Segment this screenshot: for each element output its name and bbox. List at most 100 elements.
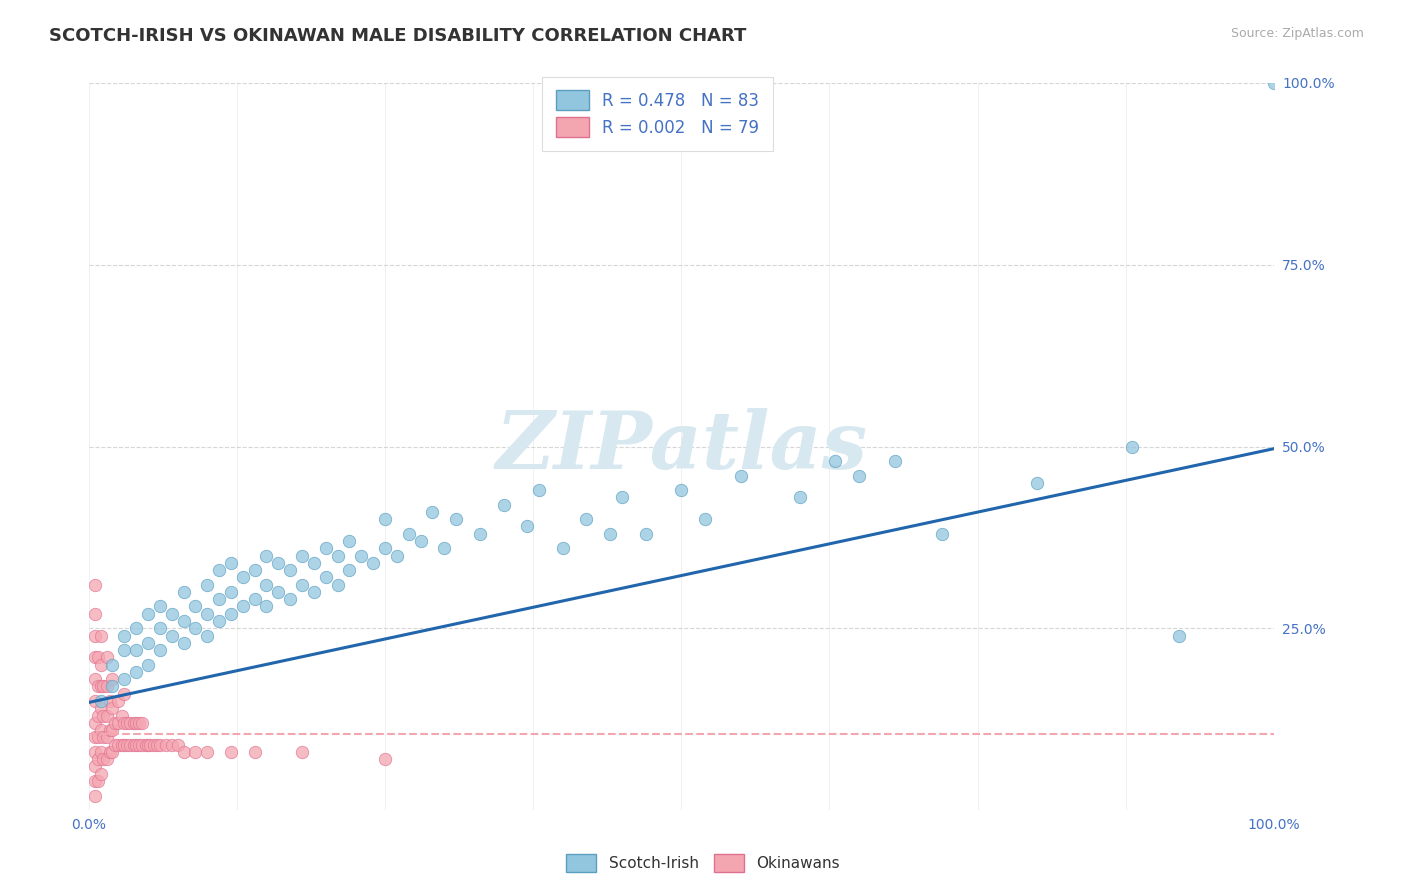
Point	[111, 738, 134, 752]
Point	[149, 643, 172, 657]
Point	[671, 483, 693, 497]
Point	[96, 752, 118, 766]
Point	[122, 715, 145, 730]
Point	[90, 701, 112, 715]
Point	[128, 715, 150, 730]
Point	[160, 738, 183, 752]
Point	[112, 629, 135, 643]
Point	[1025, 475, 1047, 490]
Point	[195, 607, 218, 621]
Point	[291, 549, 314, 563]
Point	[409, 534, 432, 549]
Point	[91, 752, 114, 766]
Point	[385, 549, 408, 563]
Point	[374, 752, 396, 766]
Point	[136, 607, 159, 621]
Point	[122, 738, 145, 752]
Text: ZIPatlas: ZIPatlas	[495, 408, 868, 485]
Point	[125, 738, 148, 752]
Point	[184, 599, 207, 614]
Point	[374, 541, 396, 556]
Point	[107, 715, 129, 730]
Point	[350, 549, 373, 563]
Point	[149, 599, 172, 614]
Point	[173, 585, 195, 599]
Point	[142, 738, 165, 752]
Point	[219, 607, 242, 621]
Point	[125, 643, 148, 657]
Point	[326, 577, 349, 591]
Point	[120, 715, 142, 730]
Point	[267, 585, 290, 599]
Point	[208, 563, 231, 577]
Point	[125, 621, 148, 635]
Point	[339, 534, 361, 549]
Point	[131, 715, 153, 730]
Point	[98, 745, 121, 759]
Point	[104, 738, 127, 752]
Point	[789, 491, 811, 505]
Point	[256, 549, 278, 563]
Point	[111, 708, 134, 723]
Point	[90, 766, 112, 780]
Point	[90, 745, 112, 759]
Point	[98, 723, 121, 737]
Point	[219, 585, 242, 599]
Point	[83, 745, 105, 759]
Point	[1168, 629, 1191, 643]
Point	[83, 789, 105, 803]
Point	[87, 752, 110, 766]
Point	[125, 715, 148, 730]
Point	[173, 636, 195, 650]
Point	[135, 738, 157, 752]
Point	[1263, 76, 1285, 90]
Point	[195, 745, 218, 759]
Point	[374, 512, 396, 526]
Point	[243, 592, 266, 607]
Point	[98, 694, 121, 708]
Point	[302, 556, 325, 570]
Point	[96, 731, 118, 745]
Point	[90, 680, 112, 694]
Point	[184, 621, 207, 635]
Point	[302, 585, 325, 599]
Point	[278, 592, 301, 607]
Point	[87, 731, 110, 745]
Point	[160, 607, 183, 621]
Point	[468, 526, 491, 541]
Point	[516, 519, 538, 533]
Point	[107, 694, 129, 708]
Point	[136, 738, 159, 752]
Point	[146, 738, 169, 752]
Point	[599, 526, 621, 541]
Text: SCOTCH-IRISH VS OKINAWAN MALE DISABILITY CORRELATION CHART: SCOTCH-IRISH VS OKINAWAN MALE DISABILITY…	[49, 27, 747, 45]
Point	[83, 715, 105, 730]
Point	[87, 680, 110, 694]
Point	[256, 577, 278, 591]
Point	[219, 556, 242, 570]
Point	[125, 665, 148, 679]
Point	[87, 774, 110, 789]
Point	[173, 614, 195, 628]
Point	[115, 715, 138, 730]
Point	[96, 650, 118, 665]
Point	[112, 643, 135, 657]
Point	[315, 570, 337, 584]
Point	[291, 577, 314, 591]
Point	[90, 657, 112, 672]
Point	[208, 614, 231, 628]
Point	[83, 629, 105, 643]
Legend: R = 0.478   N = 83, R = 0.002   N = 79: R = 0.478 N = 83, R = 0.002 N = 79	[543, 77, 773, 151]
Point	[112, 715, 135, 730]
Point	[243, 563, 266, 577]
Point	[83, 694, 105, 708]
Point	[83, 650, 105, 665]
Point	[91, 731, 114, 745]
Point	[267, 556, 290, 570]
Point	[315, 541, 337, 556]
Point	[155, 738, 177, 752]
Point	[83, 672, 105, 686]
Point	[291, 745, 314, 759]
Point	[101, 657, 124, 672]
Legend: Scotch-Irish, Okinawans: Scotch-Irish, Okinawans	[558, 846, 848, 880]
